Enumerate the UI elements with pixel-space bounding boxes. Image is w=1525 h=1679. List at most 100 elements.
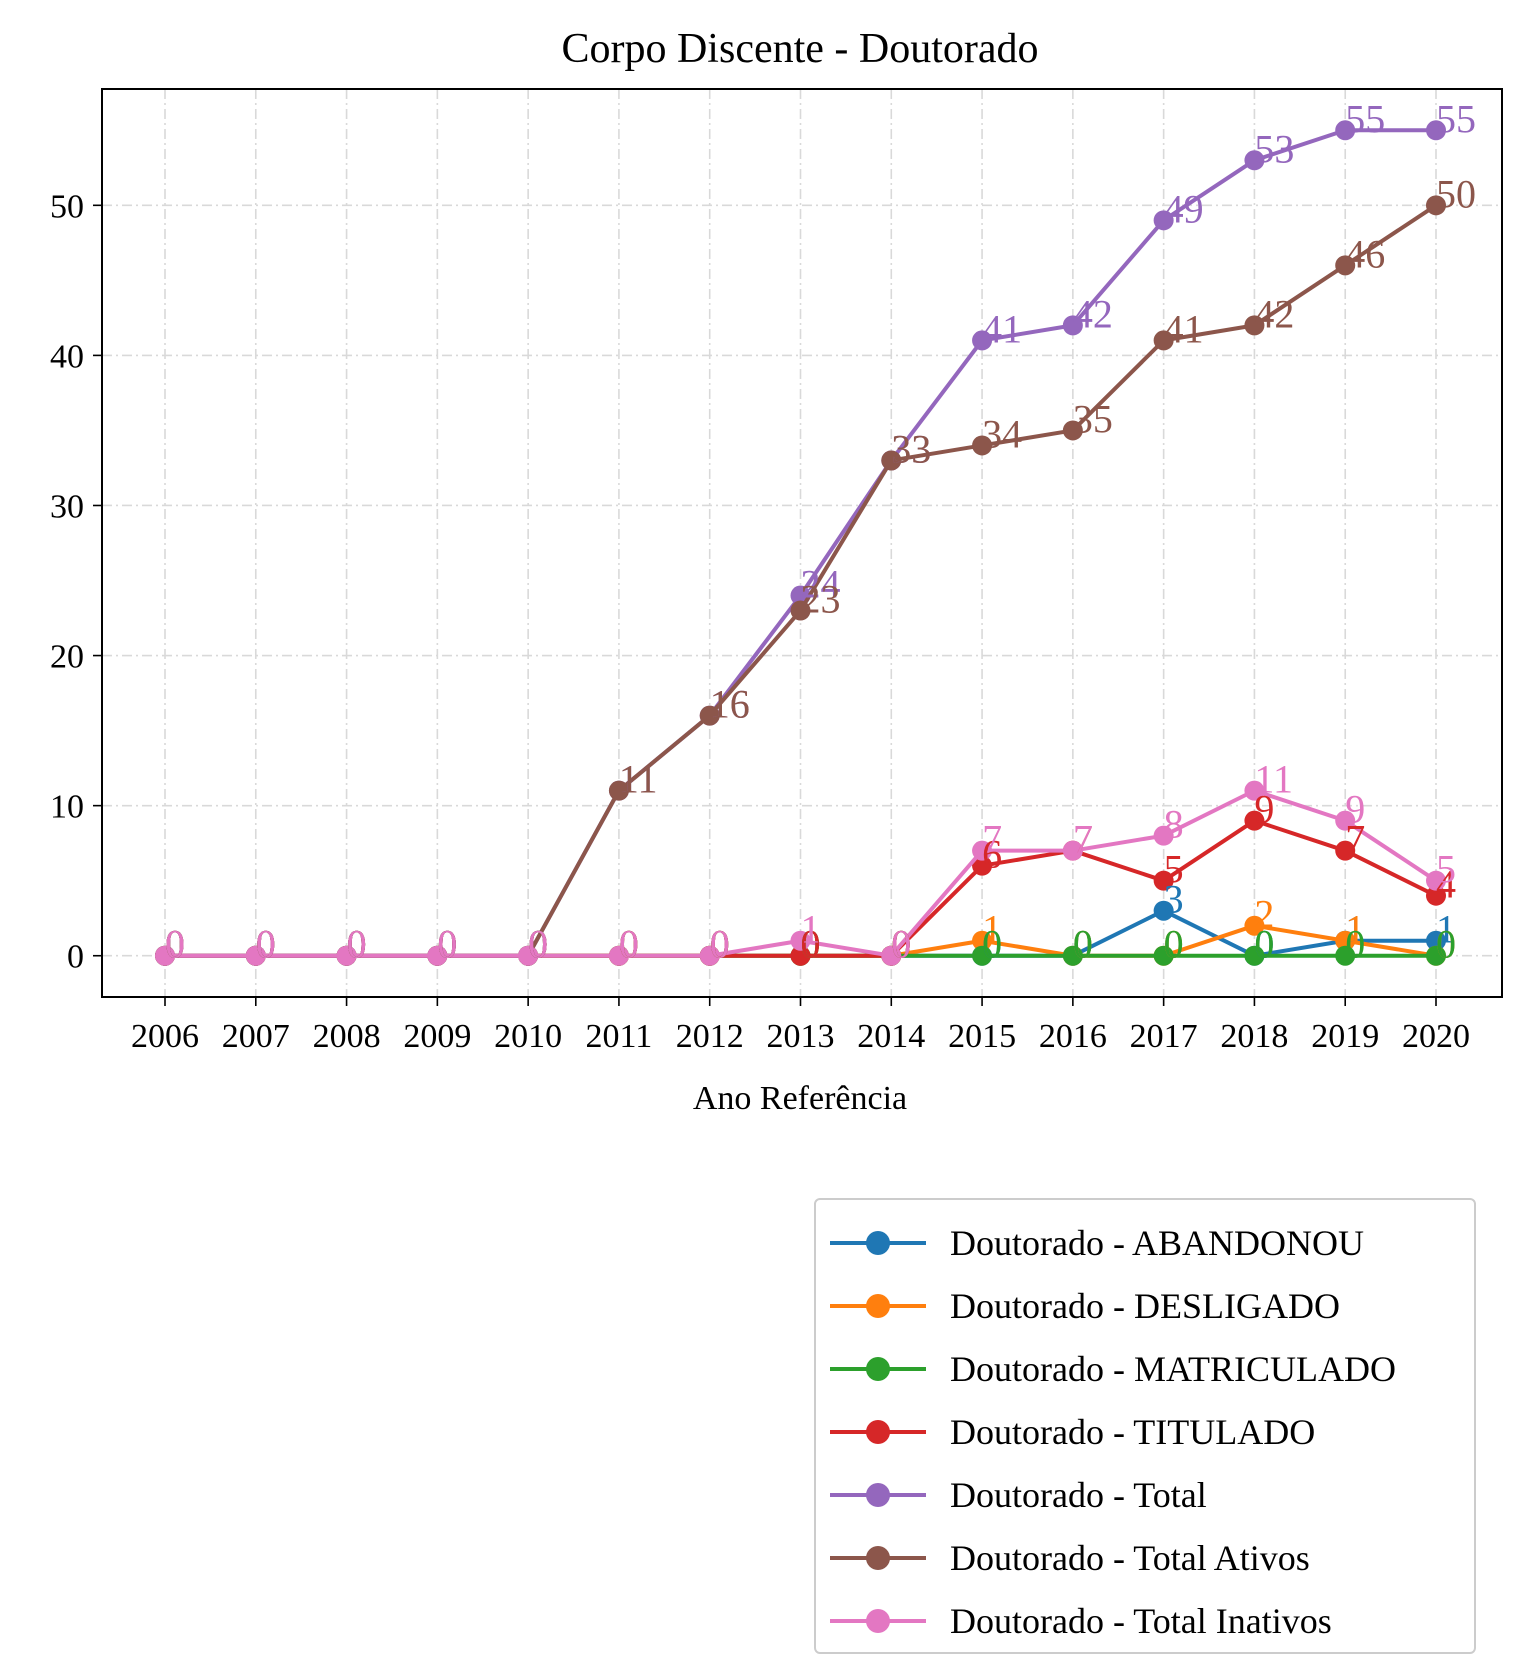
- data-label-doutorado-total: 0: [347, 922, 367, 967]
- data-label-doutorado-matriculado: 0: [891, 922, 911, 967]
- x-tick-label: 2016: [1039, 1018, 1107, 1055]
- data-label-doutorado-total: 0: [256, 922, 276, 967]
- data-label-doutorado-desligado: 1: [1345, 907, 1365, 952]
- data-point-doutorado-titulado: [790, 945, 811, 966]
- x-tick-label: 2019: [1311, 1018, 1379, 1055]
- x-tick-label: 2013: [767, 1018, 835, 1055]
- grid: [102, 89, 1502, 997]
- data-label-doutorado-total-ativos: 0: [347, 922, 367, 967]
- data-label-doutorado-titulado: 7: [1345, 817, 1365, 862]
- data-label-doutorado-titulado: 0: [437, 922, 457, 967]
- data-label-doutorado-total-inativos: 9: [1345, 787, 1365, 832]
- legend-swatch: [830, 1420, 926, 1444]
- legend-swatch: [830, 1483, 926, 1507]
- data-label-doutorado-total: 16: [710, 682, 750, 727]
- data-label-doutorado-matriculado: 0: [437, 922, 457, 967]
- data-label-doutorado-total: 0: [437, 922, 457, 967]
- data-point-doutorado-desligado: [1335, 930, 1356, 951]
- data-point-doutorado-total-ativos: [881, 450, 902, 471]
- legend-label: Doutorado - Total Inativos: [950, 1601, 1332, 1641]
- data-label-doutorado-matriculado: 0: [1073, 922, 1093, 967]
- data-label-doutorado-total: 11: [619, 757, 658, 802]
- data-label-doutorado-total-ativos: 33: [891, 426, 931, 471]
- y-tick-label: 40: [50, 338, 84, 375]
- legend-swatch-marker: [866, 1420, 890, 1444]
- data-point-doutorado-total-ativos: [790, 600, 811, 621]
- legend-label: Doutorado - TITULADO: [950, 1412, 1316, 1452]
- data-label-doutorado-total-ativos: 23: [801, 577, 841, 622]
- data-label-doutorado-total: 0: [165, 922, 185, 967]
- data-point-doutorado-total-inativos: [427, 945, 448, 966]
- x-tick-label: 2020: [1402, 1018, 1470, 1055]
- data-label-doutorado-desligado: 0: [1073, 922, 1093, 967]
- legend-swatch-marker: [866, 1546, 890, 1570]
- x-tick-label: 2014: [857, 1018, 925, 1055]
- data-label-doutorado-total: 42: [1073, 291, 1113, 336]
- data-label-doutorado-titulado: 0: [891, 922, 911, 967]
- data-point-doutorado-matriculado: [1062, 945, 1083, 966]
- data-label-doutorado-total-ativos: 11: [619, 757, 658, 802]
- data-label-doutorado-total-ativos: 34: [982, 411, 1022, 456]
- x-tick-label: 2008: [313, 1018, 381, 1055]
- data-label-doutorado-titulado: 5: [1164, 847, 1184, 892]
- data-labels: 0 0 0 0 0 0 0 0 0 0 030 1 10 0 0 0 0 0 0 0 0 1 0 02 1 00 0 0 0 0 0 0 0 0 0…: [165, 96, 1476, 966]
- data-label-doutorado-total-ativos: 16: [710, 682, 750, 727]
- data-point-doutorado-total-inativos: [881, 945, 902, 966]
- data-label-doutorado-titulado: 7: [1073, 817, 1093, 862]
- data-label-doutorado-abandonou: 0: [437, 922, 457, 967]
- chart-title: Corpo Discente - Doutorado: [561, 26, 1038, 72]
- legend-swatch: [830, 1609, 926, 1633]
- data-label-doutorado-total-ativos: 41: [1164, 306, 1204, 351]
- data-point-doutorado-total-inativos: [155, 945, 175, 966]
- data-label-doutorado-titulado: 6: [982, 832, 1002, 877]
- data-label-doutorado-abandonou: 0: [165, 922, 185, 967]
- data-point-doutorado-abandonou: [1426, 930, 1446, 951]
- plot-frame: [101, 88, 1503, 998]
- data-label-doutorado-desligado: 0: [1164, 922, 1184, 967]
- data-label-doutorado-abandonou: 0: [256, 922, 276, 967]
- data-point-doutorado-total-inativos: [972, 840, 993, 861]
- data-label-doutorado-abandonou: 0: [528, 922, 548, 967]
- data-point-doutorado-total: [1426, 120, 1446, 141]
- legend-entry: Doutorado - Total: [816, 1464, 1474, 1527]
- data-point-doutorado-matriculado: [1426, 945, 1446, 966]
- data-label-doutorado-desligado: 0: [437, 922, 457, 967]
- x-tick-label: 2007: [222, 1018, 290, 1055]
- y-tick-label: 50: [50, 188, 84, 225]
- data-label-doutorado-total-ativos: 0: [437, 922, 457, 967]
- data-point-doutorado-total-ativos: [1153, 330, 1174, 351]
- data-label-doutorado-total-inativos: 1: [801, 907, 821, 952]
- data-label-doutorado-total-inativos: 0: [710, 922, 730, 967]
- data-point-doutorado-titulado: [1335, 840, 1356, 861]
- data-point-doutorado-total-ativos: [1426, 195, 1446, 216]
- data-label-doutorado-matriculado: 0: [1345, 922, 1365, 967]
- data-label-doutorado-titulado: 9: [1254, 787, 1274, 832]
- data-label-doutorado-desligado: 0: [347, 922, 367, 967]
- data-label-doutorado-matriculado: 0: [347, 922, 367, 967]
- data-label-doutorado-matriculado: 0: [710, 922, 730, 967]
- data-label-doutorado-total: 0: [528, 922, 548, 967]
- data-point-doutorado-matriculado: [1153, 945, 1174, 966]
- data-point-doutorado-total-inativos: [1426, 870, 1446, 891]
- data-label-doutorado-abandonou: 0: [1254, 922, 1274, 967]
- data-label-doutorado-total-inativos: 0: [891, 922, 911, 967]
- data-point-doutorado-matriculado: [1335, 945, 1356, 966]
- x-tick-label: 2009: [403, 1018, 471, 1055]
- data-label-doutorado-desligado: 0: [528, 922, 548, 967]
- data-label-doutorado-titulado: 0: [256, 922, 276, 967]
- data-label-doutorado-total: 55: [1345, 96, 1385, 141]
- legend-entry: Doutorado - MATRICULADO: [816, 1338, 1474, 1401]
- data-label-doutorado-total-inativos: 7: [982, 817, 1002, 862]
- data-label-doutorado-desligado: 0: [710, 922, 730, 967]
- data-label-doutorado-abandonou: 1: [1436, 907, 1456, 952]
- data-label-doutorado-total-inativos: 0: [165, 922, 185, 967]
- data-point-doutorado-matriculado: [1244, 945, 1265, 966]
- data-label-doutorado-titulado: 0: [347, 922, 367, 967]
- data-label-doutorado-desligado: 0: [256, 922, 276, 967]
- data-label-doutorado-titulado: 0: [710, 922, 730, 967]
- data-point-doutorado-total-ativos: [608, 780, 629, 801]
- data-point-doutorado-total-ativos: [1062, 420, 1083, 441]
- data-label-doutorado-total-ativos: 0: [165, 922, 185, 967]
- data-label-doutorado-matriculado: 0: [256, 922, 276, 967]
- legend-swatch-marker: [866, 1231, 890, 1255]
